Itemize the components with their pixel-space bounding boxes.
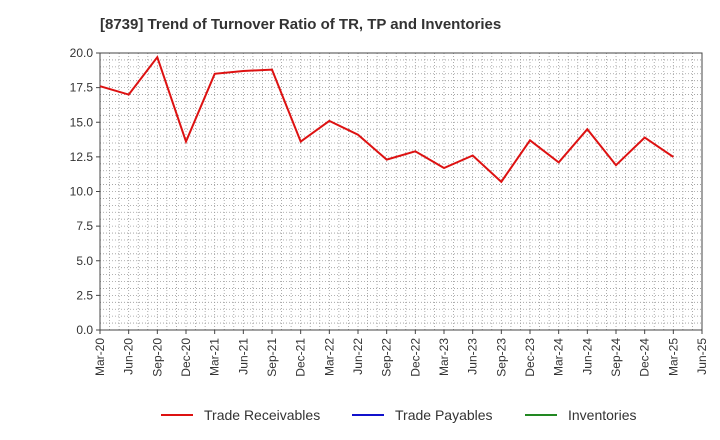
y-tick-label: 15.0: [70, 115, 94, 129]
x-tick-label: Jun-21: [236, 338, 250, 375]
x-tick-label: Mar-21: [208, 338, 222, 376]
x-tick-label: Dec-24: [638, 338, 652, 377]
x-axis: Mar-20 Jun-20 Sep-20 Dec-20 Mar-21 Jun-21 Sep-…: [93, 330, 709, 377]
series-lines: [99, 55, 674, 184]
x-tick-label: Jun-22: [351, 338, 365, 375]
legend-item: Trade Receivables: [161, 407, 320, 423]
x-tick-label: Dec-23: [523, 338, 537, 377]
x-tick-label: Jun-23: [466, 338, 480, 375]
y-tick-label: 5.0: [76, 254, 93, 268]
x-tick-label: Sep-22: [380, 338, 394, 377]
x-tick-label: Jun-20: [122, 338, 136, 375]
x-tick-label: Sep-23: [494, 338, 508, 377]
x-tick-label: Sep-20: [150, 338, 164, 377]
series-line: [99, 55, 674, 184]
y-tick-label: 17.5: [70, 81, 94, 95]
x-tick-label: Mar-22: [322, 338, 336, 376]
legend-label: Inventories: [568, 407, 636, 423]
legend-label: Trade Receivables: [204, 407, 320, 423]
legend-item: Trade Payables: [352, 407, 493, 423]
x-tick-label: Mar-24: [552, 338, 566, 376]
y-tick-label: 0.0: [76, 323, 93, 337]
y-tick-label: 12.5: [70, 150, 94, 164]
x-tick-label: Mar-25: [666, 338, 680, 376]
x-tick-label: Dec-21: [294, 338, 308, 377]
y-tick-label: 2.5: [76, 288, 93, 302]
x-tick-label: Sep-24: [609, 338, 623, 377]
legend-item: Inventories: [525, 407, 636, 423]
x-tick-label: Dec-20: [179, 338, 193, 377]
y-tick-label: 10.0: [70, 185, 94, 199]
x-tick-label: Jun-25: [695, 338, 709, 375]
x-tick-label: Sep-21: [265, 338, 279, 377]
legend: Trade Receivables Trade Payables Inventori…: [161, 407, 636, 423]
y-tick-label: 7.5: [76, 219, 93, 233]
x-tick-label: Dec-22: [408, 338, 422, 377]
legend-label: Trade Payables: [395, 407, 493, 423]
x-tick-label: Mar-23: [437, 338, 451, 376]
grid-lines: [100, 53, 702, 330]
y-tick-label: 20.0: [70, 46, 94, 60]
x-tick-label: Mar-20: [93, 338, 107, 376]
y-axis: 0.0 2.5 5.0 7.5 10.0 12.5 15.0 17.5 20.0: [70, 46, 100, 337]
x-tick-label: Jun-24: [580, 338, 594, 375]
chart-title: [8739] Trend of Turnover Ratio of TR, TP…: [100, 16, 502, 33]
